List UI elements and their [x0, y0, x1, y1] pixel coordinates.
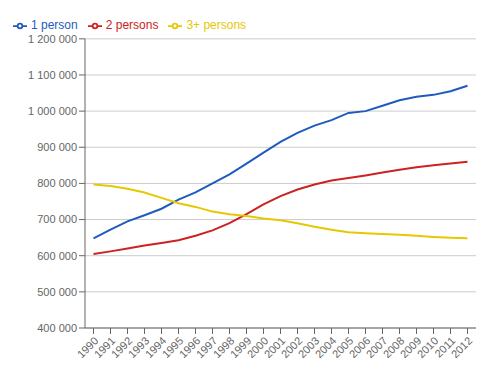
html-text:1 person: 1 person [31, 18, 78, 32]
svg-text:1994: 1994 [142, 334, 169, 361]
svg-text:2010: 2010 [414, 334, 441, 361]
svg-text:1 200 000: 1 200 000 [28, 33, 77, 45]
html-text:3+ persons: 3+ persons [186, 18, 247, 32]
svg-text:700 000: 700 000 [37, 213, 77, 225]
svg-text:900 000: 900 000 [37, 141, 77, 153]
svg-text:2002: 2002 [278, 334, 305, 361]
svg-text:1 000 000: 1 000 000 [28, 105, 77, 117]
svg-text:1993: 1993 [125, 334, 152, 361]
svg-text:2011: 2011 [432, 334, 458, 360]
svg-text:2004: 2004 [312, 334, 339, 361]
svg-text:2003: 2003 [295, 334, 322, 361]
svg-text:2012: 2012 [449, 334, 475, 360]
svg-text:1997: 1997 [193, 334, 220, 361]
svg-text:2000: 2000 [244, 334, 271, 361]
svg-text:1991: 1991 [91, 334, 118, 361]
svg-text:1990: 1990 [74, 334, 101, 361]
svg-text:1992: 1992 [108, 334, 135, 361]
svg-text:2009: 2009 [397, 334, 424, 361]
svg-text:2006: 2006 [346, 334, 373, 361]
svg-text:500 000: 500 000 [37, 286, 77, 298]
html-text:2 persons: 2 persons [105, 18, 159, 32]
svg-text:1995: 1995 [159, 334, 186, 361]
svg-text:2007: 2007 [363, 334, 390, 361]
svg-text:400 000: 400 000 [37, 322, 77, 334]
svg-text:2001: 2001 [261, 334, 288, 361]
svg-text:1999: 1999 [227, 334, 254, 361]
svg-text:800 000: 800 000 [37, 177, 77, 189]
svg-text:600 000: 600 000 [37, 250, 77, 262]
svg-text:2005: 2005 [329, 334, 356, 361]
svg-text:2008: 2008 [380, 334, 407, 361]
svg-text:1998: 1998 [210, 334, 237, 361]
svg-text:1996: 1996 [176, 334, 203, 361]
svg-text:1 100 000: 1 100 000 [28, 69, 77, 81]
